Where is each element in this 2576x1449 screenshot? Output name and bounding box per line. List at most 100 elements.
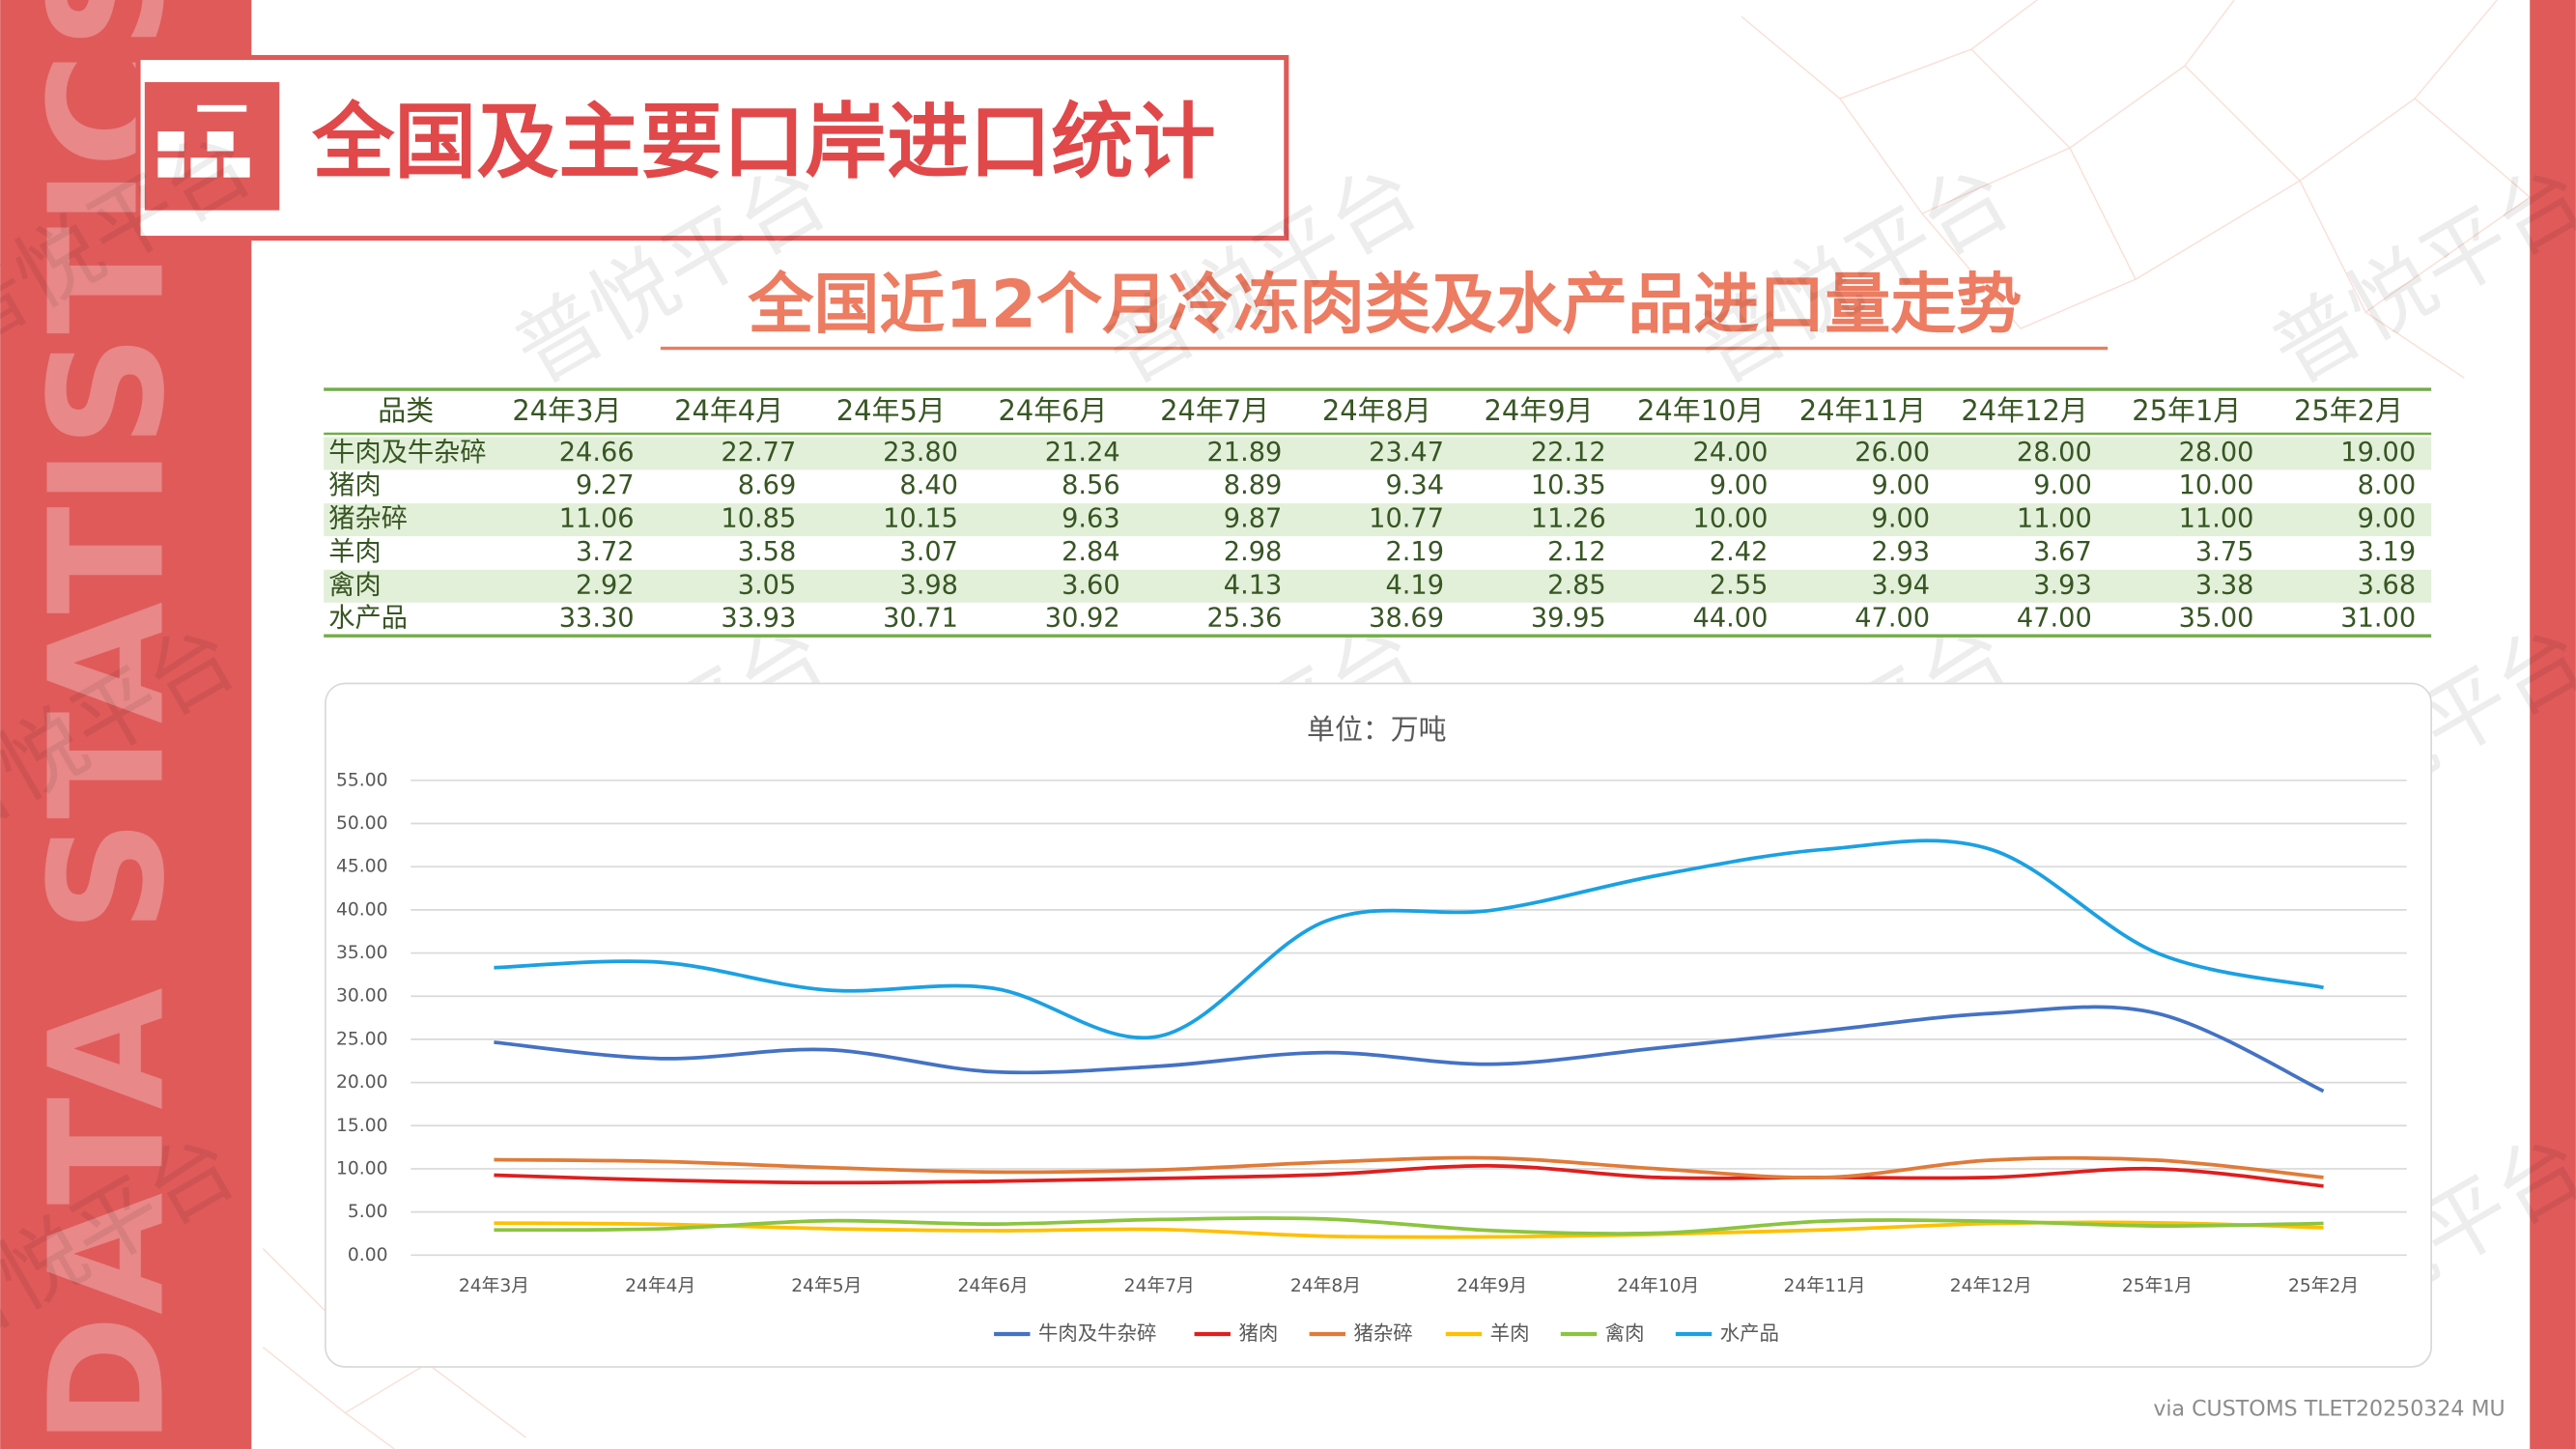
table-cell: 2.85 xyxy=(1547,570,1606,600)
table-cell: 10.77 xyxy=(1369,504,1444,534)
table-cell: 11.00 xyxy=(2017,504,2092,534)
table-cell: 8.69 xyxy=(738,470,797,500)
table-cell: 35.00 xyxy=(2179,604,2254,634)
table-cell: 猪杂碎 xyxy=(328,504,408,534)
table-cell: 10.35 xyxy=(1531,470,1606,500)
table-cell: 2.84 xyxy=(1062,537,1120,567)
table: 品类 24年3月 24年4月 24年5月 24年6月 24年7月 24年8月 24年9月 24年… xyxy=(324,387,2432,638)
network-decoration xyxy=(262,0,2531,1449)
legend-label: 水产品 xyxy=(1720,1321,1779,1345)
footer-source: via CUSTOMS TLET20250324 MU xyxy=(2153,1397,2505,1422)
table-cell: 30.71 xyxy=(883,604,958,634)
row-band xyxy=(324,569,2432,603)
table-cell: 23.80 xyxy=(883,438,958,468)
table-cell: 23.47 xyxy=(1369,438,1444,468)
table-cell: 28.00 xyxy=(2179,438,2254,468)
table-cell: 3.05 xyxy=(738,570,797,600)
y-tick-label: 55.00 xyxy=(336,770,388,790)
table-cell: 10.15 xyxy=(883,504,958,534)
table-header: 24年11月 xyxy=(1799,394,1926,427)
x-tick-label: 25年2月 xyxy=(2288,1276,2359,1296)
title: 全国及主要口岸进口统计 xyxy=(311,95,1215,190)
side-text: DATA STATISTICS REPORT xyxy=(15,0,200,1446)
table-header: 24年3月 xyxy=(512,394,621,427)
table-cell: 2.12 xyxy=(1547,537,1606,567)
series-line xyxy=(494,1155,2324,1179)
x-tick-label: 24年12月 xyxy=(1950,1276,2032,1296)
table-cell: 2.55 xyxy=(1710,570,1769,600)
chart-title: 单位：万吨 xyxy=(1307,713,1447,746)
table-cell: 3.68 xyxy=(2358,570,2417,600)
right-band xyxy=(2530,0,2576,1449)
y-tick-label: 35.00 xyxy=(336,943,388,963)
table-cell: 9.00 xyxy=(1710,470,1769,500)
table-header: 25年1月 xyxy=(2132,394,2241,427)
table-header: 品类 xyxy=(378,394,434,427)
series-line xyxy=(494,1163,2324,1188)
table-header: 24年12月 xyxy=(1961,394,2087,427)
x-tick-label: 24年6月 xyxy=(957,1276,1028,1296)
x-tick-label: 24年9月 xyxy=(1457,1276,1527,1296)
y-tick-label: 10.00 xyxy=(336,1158,388,1179)
table-cell: 猪肉 xyxy=(328,470,381,500)
x-tick-label: 24年7月 xyxy=(1124,1276,1195,1296)
table-cell: 9.00 xyxy=(1872,470,1931,500)
x-tick-label: 24年4月 xyxy=(625,1276,695,1296)
table-cell: 9.87 xyxy=(1224,504,1283,534)
subtitle: 全国近12个月冷冻肉类及水产品进口量走势 xyxy=(747,267,2022,343)
table-cell: 39.95 xyxy=(1531,604,1606,634)
table-cell: 3.75 xyxy=(2195,537,2254,567)
table-cell: 30.92 xyxy=(1045,604,1120,634)
title-box xyxy=(135,54,1289,242)
table-cell: 28.00 xyxy=(2017,438,2092,468)
table-cell: 22.12 xyxy=(1531,438,1606,468)
table-cell: 22.77 xyxy=(721,438,796,468)
table-cell: 44.00 xyxy=(1693,604,1769,634)
table-cell: 24.00 xyxy=(1693,438,1769,468)
x-tick-label: 24年8月 xyxy=(1290,1276,1361,1296)
table-cell: 3.93 xyxy=(2033,570,2092,600)
table-cell: 3.72 xyxy=(576,537,635,567)
chart-frame xyxy=(325,682,2433,1368)
table-cell: 25.36 xyxy=(1206,604,1282,634)
table-cell: 3.19 xyxy=(2358,537,2417,567)
row-band xyxy=(324,503,2432,537)
table-cell: 8.00 xyxy=(2358,470,2417,500)
table-cell: 10.85 xyxy=(721,504,796,534)
table-cell: 11.00 xyxy=(2179,504,2254,534)
table-cell: 3.94 xyxy=(1872,570,1931,600)
row-band xyxy=(324,437,2432,470)
table-cell: 26.00 xyxy=(1854,438,1930,468)
legend-label: 禽肉 xyxy=(1605,1321,1645,1345)
y-tick-label: 25.00 xyxy=(336,1029,388,1049)
table-cell: 21.24 xyxy=(1045,438,1120,468)
table-cell: 8.40 xyxy=(899,470,958,500)
x-tick-label: 24年5月 xyxy=(791,1276,862,1296)
table-cell: 9.00 xyxy=(2033,470,2092,500)
table-cell: 10.00 xyxy=(1693,504,1769,534)
table-cell: 31.00 xyxy=(2340,604,2416,634)
table-cell: 3.67 xyxy=(2033,537,2092,567)
table-cell: 9.00 xyxy=(1872,504,1931,534)
y-tick-label: 15.00 xyxy=(336,1116,388,1136)
icon-blocks xyxy=(157,104,250,178)
table-cell: 47.00 xyxy=(1854,604,1930,634)
table-cell: 3.07 xyxy=(899,537,958,567)
table-cell: 2.98 xyxy=(1224,537,1283,567)
y-tick-label: 20.00 xyxy=(336,1072,388,1093)
table-cell: 3.98 xyxy=(899,570,958,600)
series-line xyxy=(494,838,2324,1040)
table-cell: 8.89 xyxy=(1224,470,1283,500)
table-cell: 9.34 xyxy=(1385,470,1444,500)
x-tick-label: 25年1月 xyxy=(2122,1276,2193,1296)
chart: 0.00 5.00 10.00 15.00 20.00 25.00 30.00 35.00 40… xyxy=(336,770,2407,1345)
table-cell: 4.13 xyxy=(1224,570,1283,600)
table-cell: 禽肉 xyxy=(328,570,381,600)
table-cell: 9.63 xyxy=(1062,504,1120,534)
y-tick-label: 45.00 xyxy=(336,857,388,877)
series-line xyxy=(494,1005,2325,1094)
legend-label: 猪杂碎 xyxy=(1354,1321,1413,1345)
legend-label: 猪肉 xyxy=(1238,1321,1278,1345)
